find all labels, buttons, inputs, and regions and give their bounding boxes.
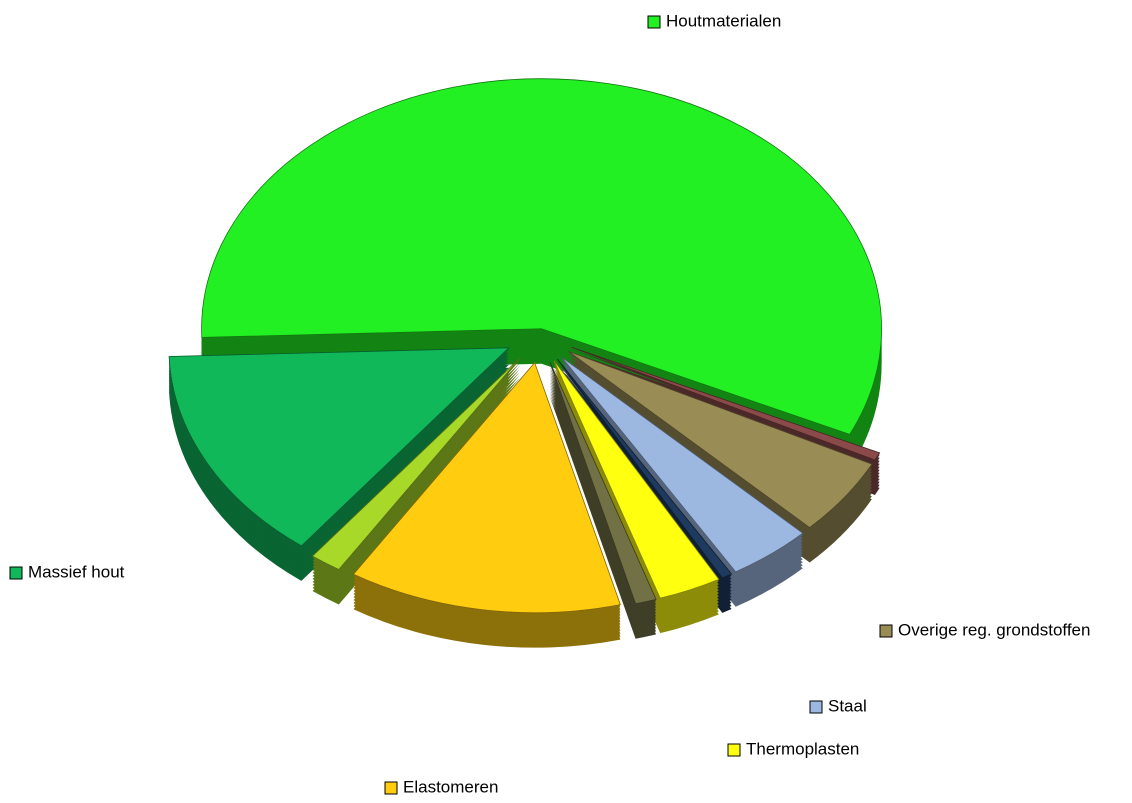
- slice-label: Massief hout: [28, 562, 125, 581]
- legend-swatch: [879, 624, 893, 638]
- legend-swatch: [647, 15, 661, 29]
- slice-side: [571, 352, 880, 465]
- slice: [352, 361, 621, 614]
- legend-swatch: [9, 566, 23, 580]
- slice-label: Overige reg. grondstoffen: [898, 620, 1090, 639]
- slice: [561, 356, 804, 573]
- legend-swatch: [384, 781, 398, 795]
- slice: [553, 360, 720, 599]
- slice-side: [571, 349, 880, 462]
- legend-swatch: [727, 743, 741, 757]
- slice-label: Staal: [828, 696, 867, 715]
- slice-label: Elastomeren: [403, 777, 498, 796]
- slice: [201, 78, 882, 435]
- legend-swatch: [809, 700, 823, 714]
- slice: [168, 347, 510, 547]
- slice-label: Thermoplasten: [746, 739, 859, 758]
- slice: [549, 361, 657, 605]
- slice: [557, 359, 733, 579]
- slice: [311, 357, 521, 571]
- slice: [568, 351, 873, 529]
- slice-label: Houtmaterialen: [666, 11, 781, 30]
- slice: [571, 346, 881, 461]
